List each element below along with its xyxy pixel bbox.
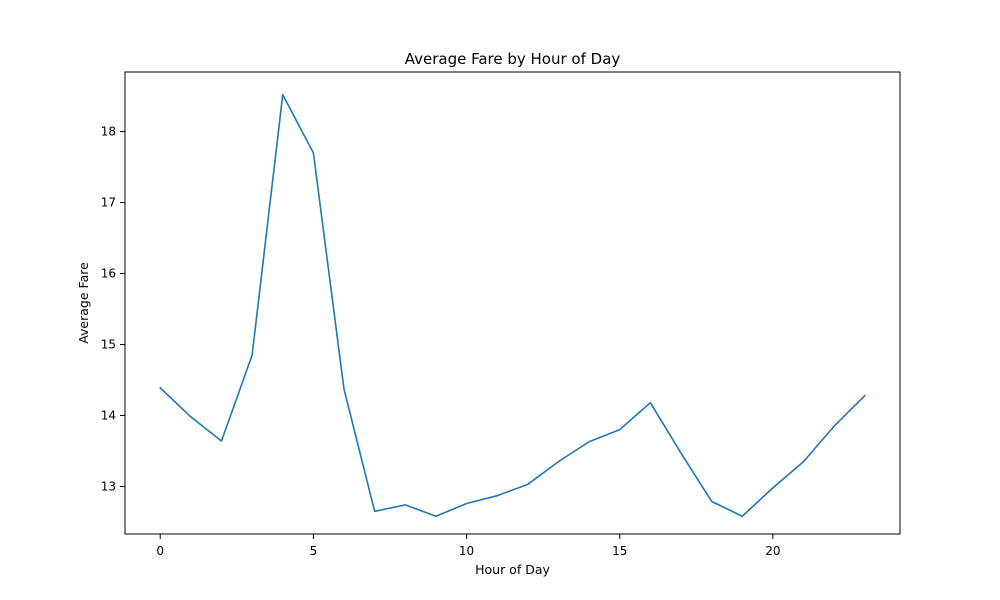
plot-area-frame [124,71,901,535]
y-tick-label: 16 [101,267,116,281]
y-tick-label: 18 [101,125,116,139]
y-tick-label: 17 [101,196,116,210]
x-tick-label: 20 [765,544,780,558]
x-tick-label: 0 [156,544,164,558]
x-tick-label: 5 [310,544,318,558]
x-axis-ticks: 0 5 10 15 20 [156,534,781,558]
series-line [159,93,866,518]
y-tick-label: 15 [101,338,116,352]
y-tick-label: 14 [101,408,116,422]
x-tick-label: 10 [459,544,474,558]
chart-title: Average Fare by Hour of Day [405,50,621,68]
x-axis-label: Hour of Day [475,562,550,577]
y-axis-ticks: 13 14 15 16 17 18 [101,125,125,493]
y-tick-label: 13 [101,479,116,493]
x-tick-label: 15 [612,544,627,558]
y-axis-label: Average Fare [76,262,91,344]
